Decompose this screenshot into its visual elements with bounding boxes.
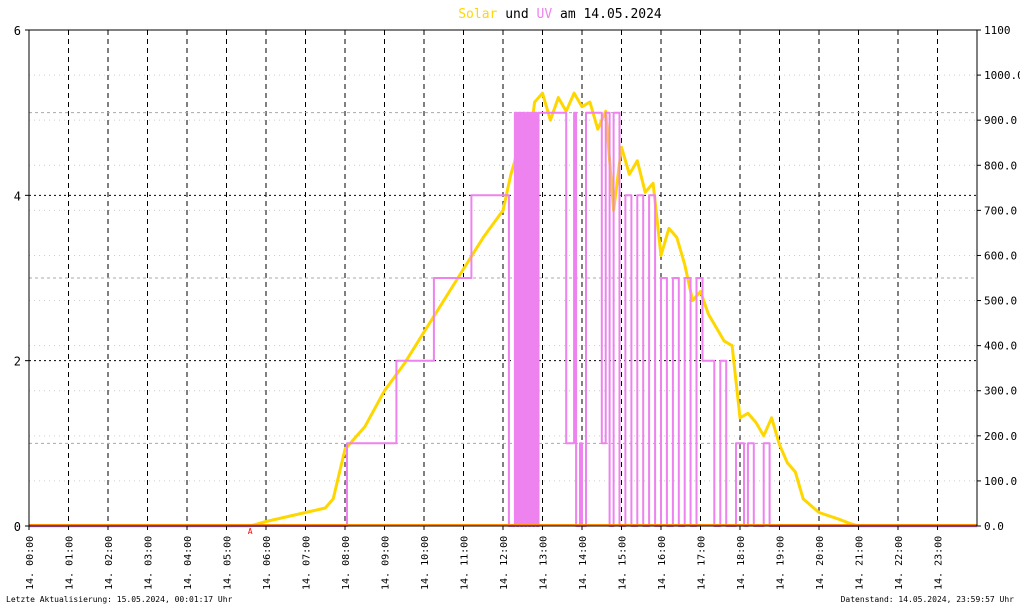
y-right-tick-label: 300.0 [984,385,1017,398]
y-right-tick-label: 1100 [984,24,1011,37]
y-right-tick-label: 1000.0 [984,69,1020,82]
y-right-tick-label: 200.0 [984,430,1017,443]
x-tick-label: 14. 17:00 [697,536,708,590]
footer-right: Datenstand: 14.05.2024, 23:59:57 Uhr [841,595,1015,604]
title-part-1: und [497,7,536,22]
x-tick-label: 14. 10:00 [420,536,431,590]
x-tick-label: 14. 18:00 [736,536,747,590]
x-tick-label: 14. 09:00 [381,536,392,590]
labels-layer: 0 2 4 6 0.0 100.0 200.0 300.0 400.0 500.0 600.0 700… [14,24,1020,590]
x-tick-label: 14. 00:00 [25,536,36,590]
axes-layer [25,29,981,530]
x-tick-label: 14. 19:00 [776,536,787,590]
y-right-tick-label: 800.0 [984,159,1017,172]
x-tick-label: 14. 16:00 [657,536,668,590]
x-tick-label: 14. 20:00 [815,536,826,590]
x-tick-label: 14. 03:00 [144,536,155,590]
y-left-tick-label: 2 [14,355,21,369]
y-right-tick-label: 500.0 [984,295,1017,308]
x-tick-label: 14. 22:00 [894,536,905,590]
y-left-tick-label: 0 [14,520,21,534]
x-tick-label: 14. 04:00 [183,536,194,590]
x-tick-label: 14. 11:00 [460,536,471,590]
x-tick-label: 14. 21:00 [855,536,866,590]
title-part-0: Solar [458,7,497,22]
y-right-tick-label: 400.0 [984,340,1017,353]
y-right-tick-label: 700.0 [984,204,1017,217]
y-right-tick-label: 900.0 [984,114,1017,127]
y-right-tick-label: 100.0 [984,475,1017,488]
x-tick-label: 14. 06:00 [262,536,273,590]
marker-label: A [248,527,253,536]
x-tick-label: 14. 02:00 [104,536,115,590]
title-part-2: UV [537,7,553,22]
x-tick-label: 14. 08:00 [341,536,352,590]
x-tick-label: 14. 13:00 [539,536,550,590]
y-right-tick-label: 0.0 [984,520,1004,533]
x-tick-label: 14. 15:00 [618,536,629,590]
x-tick-label: 14. 05:00 [223,536,234,590]
y-right-tick-label: 600.0 [984,249,1017,262]
title-part-3: am 14.05.2024 [552,7,662,22]
x-tick-label: 14. 12:00 [499,536,510,590]
footer-left: Letzte Aktualisierung: 15.05.2024, 00:01… [6,595,233,604]
y-left-tick-label: 4 [14,189,21,203]
x-tick-label: 14. 07:00 [302,536,313,590]
chart-title: Solar und UV am 14.05.2024 [458,7,662,22]
x-tick-label: 14. 01:00 [65,536,76,590]
x-tick-label: 14. 14:00 [578,536,589,590]
grid-layer [29,30,977,526]
y-left-tick-label: 6 [14,24,21,38]
x-tick-label: 14. 23:00 [934,536,945,590]
